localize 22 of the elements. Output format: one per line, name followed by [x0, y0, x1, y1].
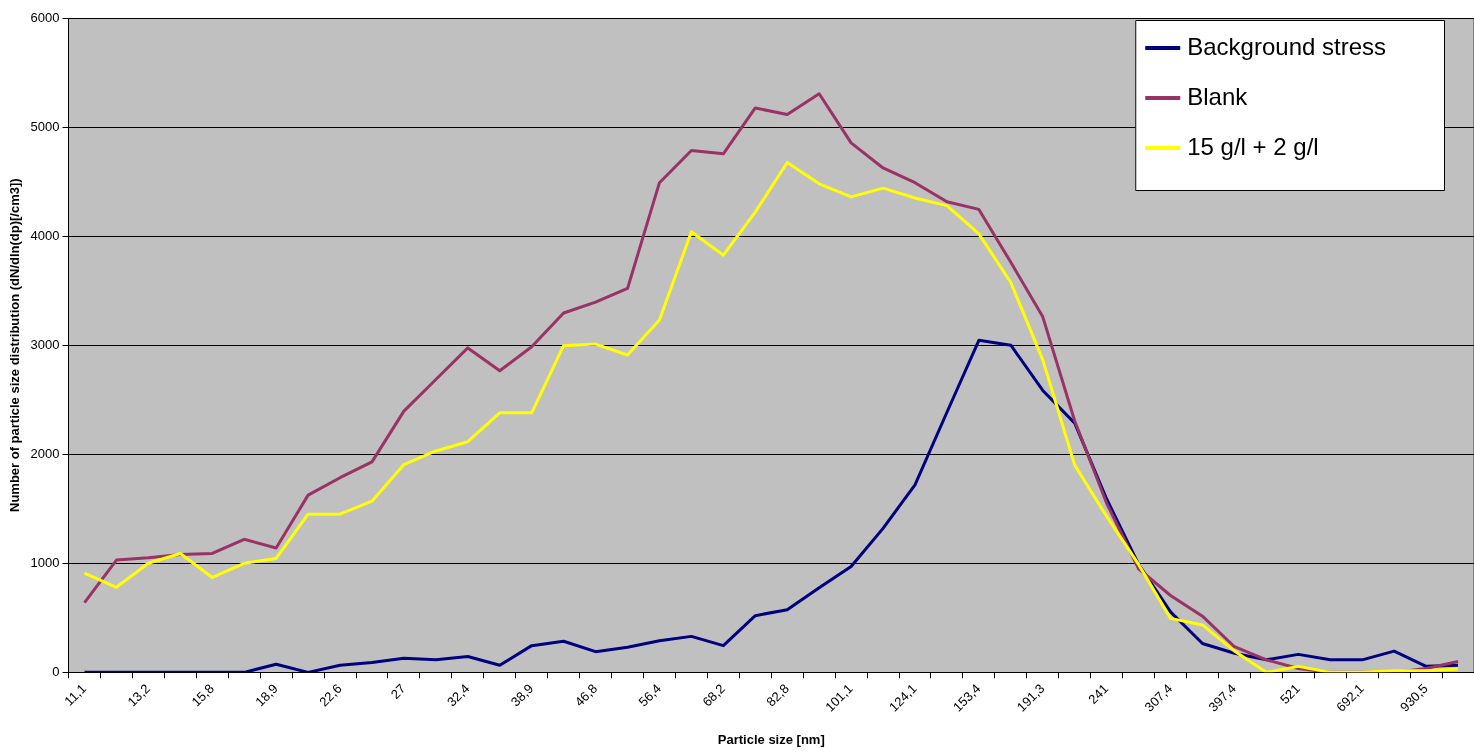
x-tick-label: 521	[1277, 680, 1303, 707]
y-tick-label: 3000	[30, 336, 60, 352]
y-tick-label: 6000	[30, 9, 60, 25]
x-tick-label: 32,4	[443, 680, 473, 710]
y-tick-label: 2000	[30, 445, 60, 461]
y-tick-label: 4000	[30, 227, 60, 243]
y-tick-label: 5000	[30, 118, 60, 134]
legend-label: Blank	[1187, 82, 1249, 110]
y-tick-label: 0	[52, 663, 60, 679]
x-tick-label: 38,9	[507, 680, 537, 710]
legend-label: Background stress	[1187, 32, 1386, 60]
x-tick-label: 27	[387, 680, 409, 702]
x-tick-label: 68,2	[699, 680, 728, 710]
y-axis-title: Number of particle size distribution (dN/dln(dp)[/cm3])	[7, 178, 23, 513]
x-tick-label: 46,8	[571, 680, 601, 710]
x-tick-label: 82,8	[763, 680, 792, 710]
legend-label: 15 g/l + 2 g/l	[1187, 132, 1319, 160]
y-tick-label: 1000	[30, 554, 60, 570]
x-tick-label: 241	[1085, 680, 1112, 707]
x-tick-label: 11,1	[61, 680, 90, 709]
x-tick-label: 56,4	[635, 680, 665, 710]
x-axis-title: Particle size [nm]	[717, 731, 825, 747]
